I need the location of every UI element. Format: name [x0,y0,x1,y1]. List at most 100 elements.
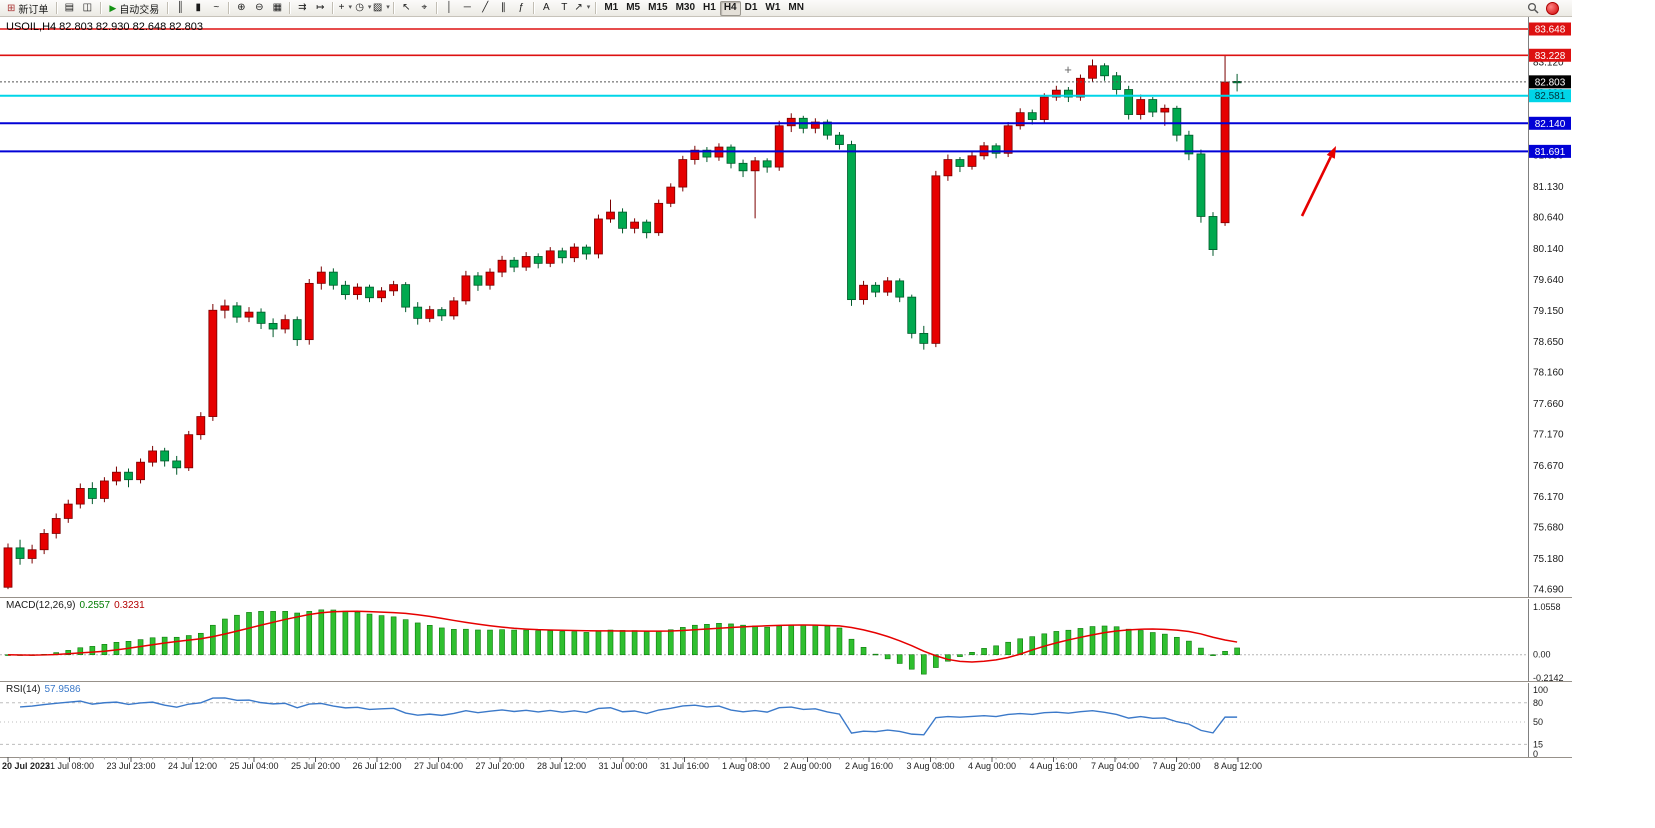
macd-bar [499,629,505,656]
price-axis-label: 79.150 [1533,306,1564,317]
timeframe-button-d1[interactable]: D1 [741,1,762,16]
autotrade-button[interactable]: ▶ 自动交易 [105,1,163,16]
candle-body [304,282,314,341]
candle-body [316,271,326,284]
candle-body [485,271,495,286]
time-axis-label: 7 Aug 04:00 [1091,761,1139,771]
crosshair-icon[interactable]: ⌖ [415,1,433,16]
fibonacci-icon[interactable]: ƒ [512,1,530,16]
macd-bar [800,624,807,656]
price-badge-label: 82.581 [1535,91,1566,102]
macd-bar [908,654,915,670]
candle-body [136,461,145,481]
timeframe-button-m5[interactable]: M5 [622,1,644,16]
macd-bar [969,652,975,656]
toolbar-separator [167,2,169,14]
candle-body [810,121,820,129]
timeframe-button-mn[interactable]: MN [784,1,808,16]
macd-bar [342,610,349,656]
macd-bar [330,609,337,656]
bar-chart-icon[interactable]: ║ [171,1,189,16]
chart-canvas[interactable]: +83.12082.63082.13081.63081.13080.64080.… [0,17,1572,807]
time-axis-label: 8 Aug 12:00 [1214,761,1262,771]
timeframe-button-h1[interactable]: H1 [699,1,720,16]
macd-bar [65,650,72,656]
chart-shift-icon[interactable]: ↦ [311,1,329,16]
trendline-icon[interactable]: ╱ [476,1,494,16]
time-axis-label: 4 Aug 00:00 [968,761,1016,771]
new-order-icon: ⊞ [7,2,16,14]
cursor-icon[interactable]: ↖ [397,1,415,16]
tile-windows-icon[interactable]: ▦ [268,1,286,16]
candle-body [449,300,459,317]
macd-bar [933,654,939,668]
macd-bar [451,629,457,656]
zoom-out-icon[interactable]: ⊖ [250,1,268,16]
candle-body [955,159,965,167]
arrows-tool-icon[interactable]: ↗ ▾ [573,1,591,16]
timeframe-button-m1[interactable]: M1 [600,1,622,16]
price-axis-label: 79.640 [1533,275,1564,286]
indicators-icon[interactable]: + ▾ [336,1,354,16]
macd-bar [258,611,264,656]
timeframe-button-w1[interactable]: W1 [761,1,784,16]
line-chart-icon[interactable]: ~ [207,1,225,16]
chevron-down-icon: ▾ [367,4,372,11]
macd-bar [595,630,602,656]
time-axis-label: 7 Aug 20:00 [1152,761,1200,771]
macd-bar [1029,636,1036,656]
candle-body [461,275,471,302]
auto-scroll-icon[interactable]: ⇉ [293,1,311,16]
zoom-in-icon[interactable]: ⊕ [232,1,250,16]
arrow-annotation[interactable] [1300,146,1336,217]
new-order-button[interactable]: ⊞ 新订单 [3,1,52,16]
macd-histogram [5,609,1240,675]
notification-icon[interactable] [1546,1,1559,15]
macd-bar [1101,625,1108,656]
autotrade-icon: ▶ [109,2,117,13]
timeframe-button-h4[interactable]: H4 [719,0,741,16]
horizontal-line-icon[interactable]: ─ [458,1,476,16]
channel-icon[interactable]: ∥ [494,1,512,16]
candlestick-chart-icon[interactable]: ▮ [189,1,207,16]
time-axis-label: 1 Aug 08:00 [722,761,770,771]
macd-bar [535,630,542,656]
candle-body [1051,89,1061,98]
candle-body [208,309,218,417]
rsi-axis-label: 0 [1533,749,1538,759]
macd-bar [222,618,228,656]
candle-body [1076,77,1085,98]
candle-body [1015,112,1025,127]
candle-body [413,306,423,319]
toolbar-separator [393,2,395,14]
candle-body [473,275,483,286]
candle-body [774,125,784,168]
new-order-label: 新订单 [18,4,49,16]
macd-bar [101,644,108,656]
templates-icon[interactable]: ▨ ▾ [372,1,390,16]
candle-body [292,319,302,341]
search-icon[interactable] [1527,2,1539,14]
macd-bar [523,629,529,656]
candle-body [148,450,158,463]
candle-body [256,311,266,324]
candle-body [1064,89,1073,98]
price-badge: 82.581 [1529,89,1571,103]
candle-body [726,146,736,164]
macd-bar [643,631,650,656]
timeframe-button-m30[interactable]: M30 [672,1,699,16]
candle-body [871,284,880,293]
timeframe-button-m15[interactable]: M15 [644,1,671,16]
vertical-line-icon[interactable]: │ [440,1,458,16]
macd-bar [1210,654,1216,656]
macd-bar [607,629,614,656]
periods-icon[interactable]: ◷ ▾ [354,1,372,16]
macd-bar [655,630,662,656]
macd-bar [981,648,987,656]
text-label-icon[interactable]: T [555,1,573,16]
macd-bar [487,629,493,656]
text-icon[interactable]: A [537,1,555,16]
macd-bar [752,625,758,656]
market-watch-icon[interactable]: ▤ [60,1,78,16]
navigator-icon[interactable]: ◫ [78,1,96,16]
